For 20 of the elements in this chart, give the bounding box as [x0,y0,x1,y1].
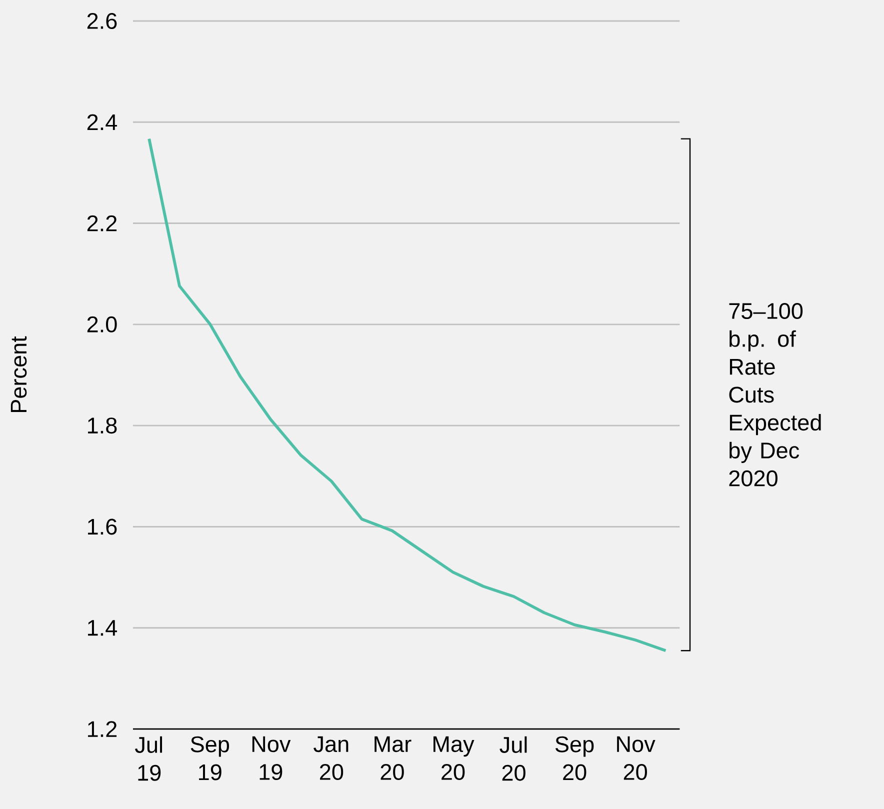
x-tick-label: Nov 20 [617,736,656,780]
x-tick-label: Mar 20 [374,736,412,780]
x-tick-label: Sep 20 [555,736,594,780]
y-tick-label: 2.2 [87,215,117,232]
x-tick-label: Jul 19 [135,736,162,781]
y-tick-label: 2.6 [87,12,117,29]
x-tick-label: Jan 20 [314,736,348,780]
x-tick-label: Jul 20 [500,736,527,781]
x-tick-label: May 20 [434,736,474,780]
x-tick-label: Sep 19 [190,736,230,780]
text: 75–100 b.p. of Rate Cuts Expected by Dec 2020 [729,303,821,486]
y-tick-label: 1.8 [88,418,117,434]
y-tick-label: 1.6 [88,518,117,535]
y-tick-label: 1.4 [88,620,118,636]
line-series [148,137,668,652]
x-tick-label: Nov 19 [252,736,291,780]
y-tick-label: 2.4 [87,114,118,130]
y-tick-label: 2.0 [87,316,117,332]
y-tick-label: 1.2 [88,721,117,737]
y-axis-title: Percent [10,336,27,412]
